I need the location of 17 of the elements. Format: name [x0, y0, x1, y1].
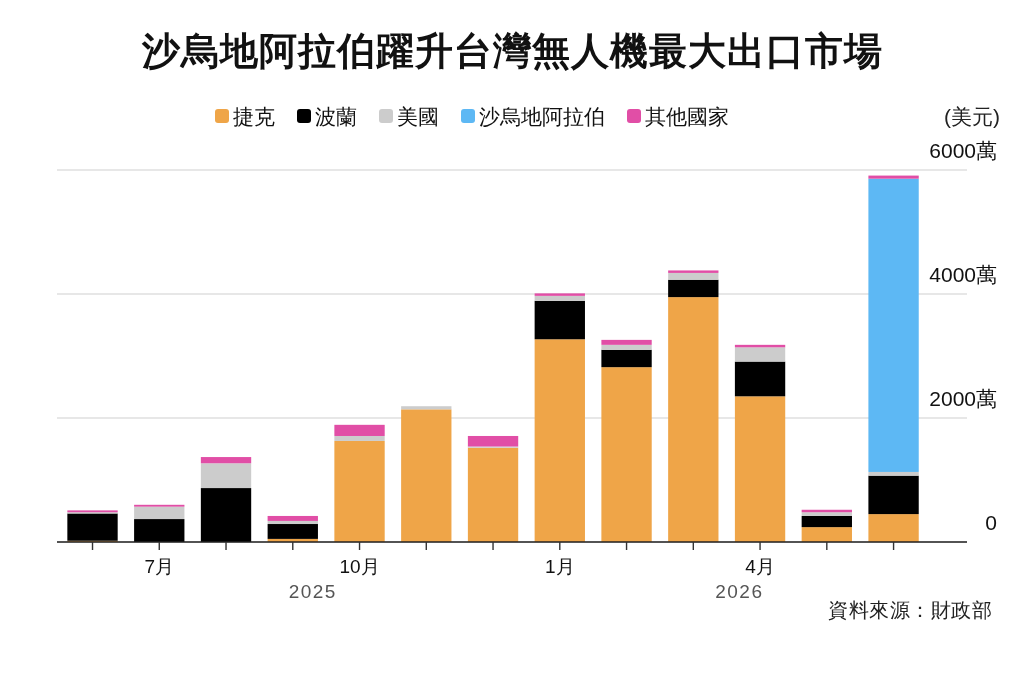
- x-tick-label: 7月: [144, 556, 175, 577]
- x-tick-label: 1月: [545, 556, 575, 577]
- y-tick-label: 6000萬: [929, 139, 997, 162]
- text: 2025: [288, 581, 337, 602]
- text: 2026: [715, 581, 764, 602]
- legend-label: 其他國家: [645, 105, 729, 128]
- legend-label: 波蘭: [315, 105, 357, 128]
- y-tick-label: 2000萬: [929, 387, 997, 410]
- legend-label: 沙烏地阿拉伯: [479, 105, 605, 128]
- y-tick-label: 4000萬: [929, 263, 997, 286]
- legend-label: 美國: [397, 105, 439, 128]
- x-tick-label: 4月: [745, 556, 775, 577]
- legend-label: 捷克: [233, 105, 275, 128]
- y-tick-label: 0: [985, 511, 997, 534]
- source-note: 資料來源：財政部: [828, 599, 992, 621]
- x-tick-label: 10月: [339, 556, 380, 577]
- title: 沙烏地阿拉伯躍升台灣無人機最大出口市場: [141, 30, 883, 72]
